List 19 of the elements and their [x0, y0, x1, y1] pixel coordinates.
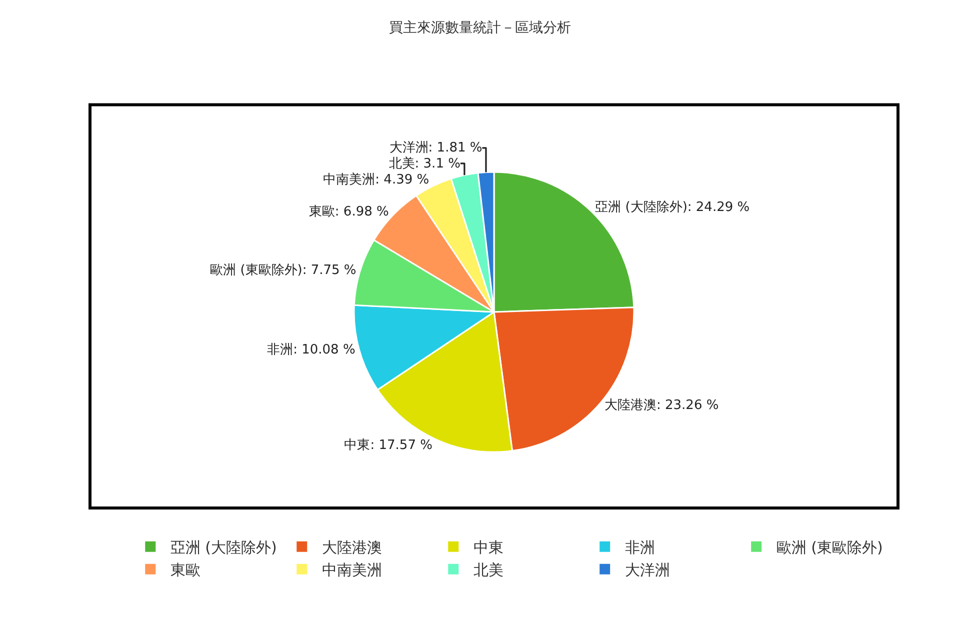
data-label: 東歐: 6.98 % — [308, 204, 389, 220]
data-label: 亞洲 (大陸除外): 24.29 % — [595, 200, 750, 216]
legend-label: 非洲 — [624, 538, 655, 556]
legend-label: 北美 — [473, 561, 504, 579]
data-label: 大洋洲: 1.81 % — [389, 140, 482, 156]
legend-label: 中南美洲 — [322, 561, 382, 579]
data-label: 非洲: 10.08 % — [267, 342, 356, 358]
data-label: 歐洲 (東歐除外): 7.75 % — [210, 263, 356, 278]
data-label: 中東: 17.57 % — [344, 438, 432, 454]
chart-title: 買主來源數量統計－區域分析 — [389, 20, 571, 36]
legend-label: 東歐 — [170, 561, 200, 579]
data-label: 大陸港澳: 23.26 % — [604, 398, 719, 414]
data-label: 中南美洲: 4.39 % — [323, 171, 430, 188]
legend-label: 亞洲 (大陸除外) — [170, 538, 277, 556]
legend-label: 大洋洲 — [624, 561, 670, 579]
legend-label: 歐洲 (東歐除外) — [776, 538, 883, 556]
legend-label: 中東 — [473, 538, 504, 556]
legend-label: 大陸港澳 — [322, 538, 382, 556]
data-label: 北美: 3.1 % — [388, 155, 460, 172]
